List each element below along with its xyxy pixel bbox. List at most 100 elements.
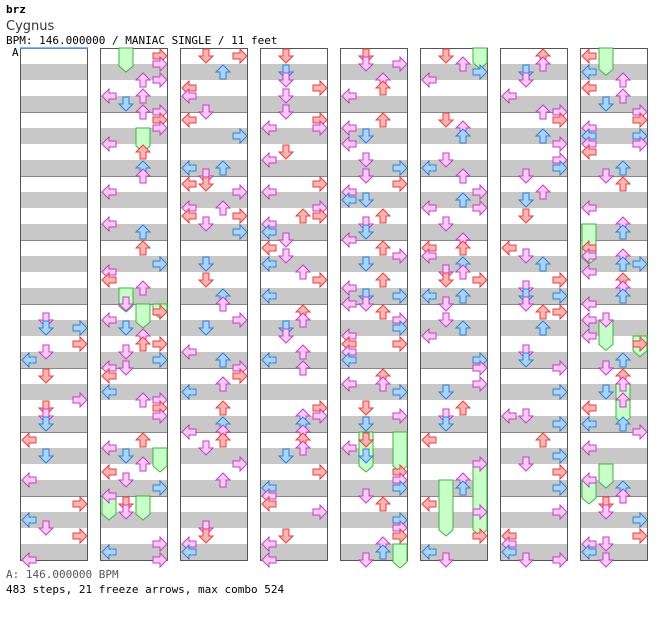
beat-band — [340, 352, 408, 368]
up-arrow-icon — [614, 224, 632, 240]
up-arrow-icon — [214, 352, 232, 368]
down-arrow-icon — [517, 192, 535, 208]
segment-marker: A — [12, 46, 19, 59]
left-arrow-icon — [181, 159, 197, 177]
left-arrow-icon — [581, 47, 597, 65]
right-arrow-icon — [392, 247, 408, 265]
beat-band — [100, 128, 168, 144]
freeze-arrow — [598, 463, 614, 489]
chart-column — [580, 48, 648, 561]
down-arrow-icon — [597, 96, 615, 112]
right-arrow-icon — [552, 463, 568, 481]
up-arrow-icon — [374, 544, 392, 560]
beat-band — [260, 448, 328, 464]
beat-band — [260, 512, 328, 528]
left-arrow-icon — [261, 551, 277, 569]
up-arrow-icon — [134, 336, 152, 352]
beat-band — [180, 320, 248, 336]
song-title: Cygnus — [6, 19, 55, 34]
down-arrow-icon — [277, 88, 295, 104]
beat-band — [420, 384, 488, 400]
beat-band — [100, 352, 168, 368]
beat-band — [100, 384, 168, 400]
left-arrow-icon — [501, 543, 517, 561]
left-arrow-icon — [341, 351, 357, 369]
beat-band — [500, 544, 568, 560]
left-arrow-icon — [341, 119, 357, 137]
up-arrow-icon — [534, 320, 552, 336]
beat-band — [420, 256, 488, 272]
beat-band — [180, 512, 248, 528]
left-arrow-icon — [181, 543, 197, 561]
left-arrow-icon — [581, 415, 597, 433]
up-arrow-icon — [614, 288, 632, 304]
right-arrow-icon — [72, 527, 88, 545]
down-arrow-icon — [197, 440, 215, 456]
chart-column — [420, 48, 488, 561]
beat-band — [420, 224, 488, 240]
beat-band — [100, 544, 168, 560]
beat-band — [580, 96, 648, 112]
left-arrow-icon — [181, 383, 197, 401]
chart-column — [260, 48, 328, 561]
freeze-arrow — [118, 47, 134, 73]
right-arrow-icon — [472, 503, 488, 521]
beat-band — [100, 512, 168, 528]
left-arrow-icon — [181, 87, 197, 105]
up-arrow-icon — [294, 440, 312, 456]
right-arrow-icon — [72, 495, 88, 513]
left-arrow-icon — [421, 495, 437, 513]
column-border — [180, 48, 248, 561]
down-arrow-icon — [517, 408, 535, 424]
right-arrow-icon — [552, 551, 568, 569]
down-arrow-icon — [277, 144, 295, 160]
down-arrow-icon — [357, 400, 375, 416]
beat-band — [420, 544, 488, 560]
up-arrow-icon — [374, 376, 392, 392]
beat-band — [340, 192, 408, 208]
left-arrow-icon — [581, 295, 597, 313]
column-border — [420, 48, 488, 561]
down-arrow-icon — [357, 488, 375, 504]
down-arrow-icon — [517, 552, 535, 568]
right-arrow-icon — [312, 207, 328, 225]
left-arrow-icon — [181, 423, 197, 441]
beat-band — [420, 448, 488, 464]
right-arrow-icon — [472, 183, 488, 201]
left-arrow-icon — [261, 239, 277, 257]
beat-band — [20, 320, 88, 336]
down-arrow-icon — [117, 296, 135, 312]
right-arrow-icon — [152, 71, 168, 89]
down-arrow-icon — [197, 256, 215, 272]
left-arrow-icon — [341, 439, 357, 457]
down-arrow-icon — [357, 128, 375, 144]
left-arrow-icon — [101, 383, 117, 401]
beat-band — [580, 192, 648, 208]
down-arrow-icon — [197, 176, 215, 192]
beat-band — [180, 416, 248, 432]
beat-band — [580, 544, 648, 560]
down-arrow-icon — [117, 448, 135, 464]
up-arrow-icon — [294, 312, 312, 328]
left-arrow-icon — [501, 407, 517, 425]
down-arrow-icon — [117, 504, 135, 520]
left-arrow-icon — [501, 239, 517, 257]
down-arrow-icon — [517, 208, 535, 224]
up-arrow-icon — [534, 104, 552, 120]
up-arrow-icon — [214, 160, 232, 176]
beat-band — [420, 192, 488, 208]
left-arrow-icon — [21, 431, 37, 449]
left-arrow-icon — [101, 215, 117, 233]
left-arrow-icon — [261, 535, 277, 553]
down-arrow-icon — [437, 112, 455, 128]
down-arrow-icon — [37, 520, 55, 536]
beat-band — [340, 480, 408, 496]
right-arrow-icon — [232, 311, 248, 329]
down-arrow-icon — [357, 432, 375, 448]
beat-band — [180, 224, 248, 240]
freeze-arrow — [598, 47, 614, 76]
beat-band — [420, 512, 488, 528]
right-arrow-icon — [552, 503, 568, 521]
beat-band — [180, 96, 248, 112]
